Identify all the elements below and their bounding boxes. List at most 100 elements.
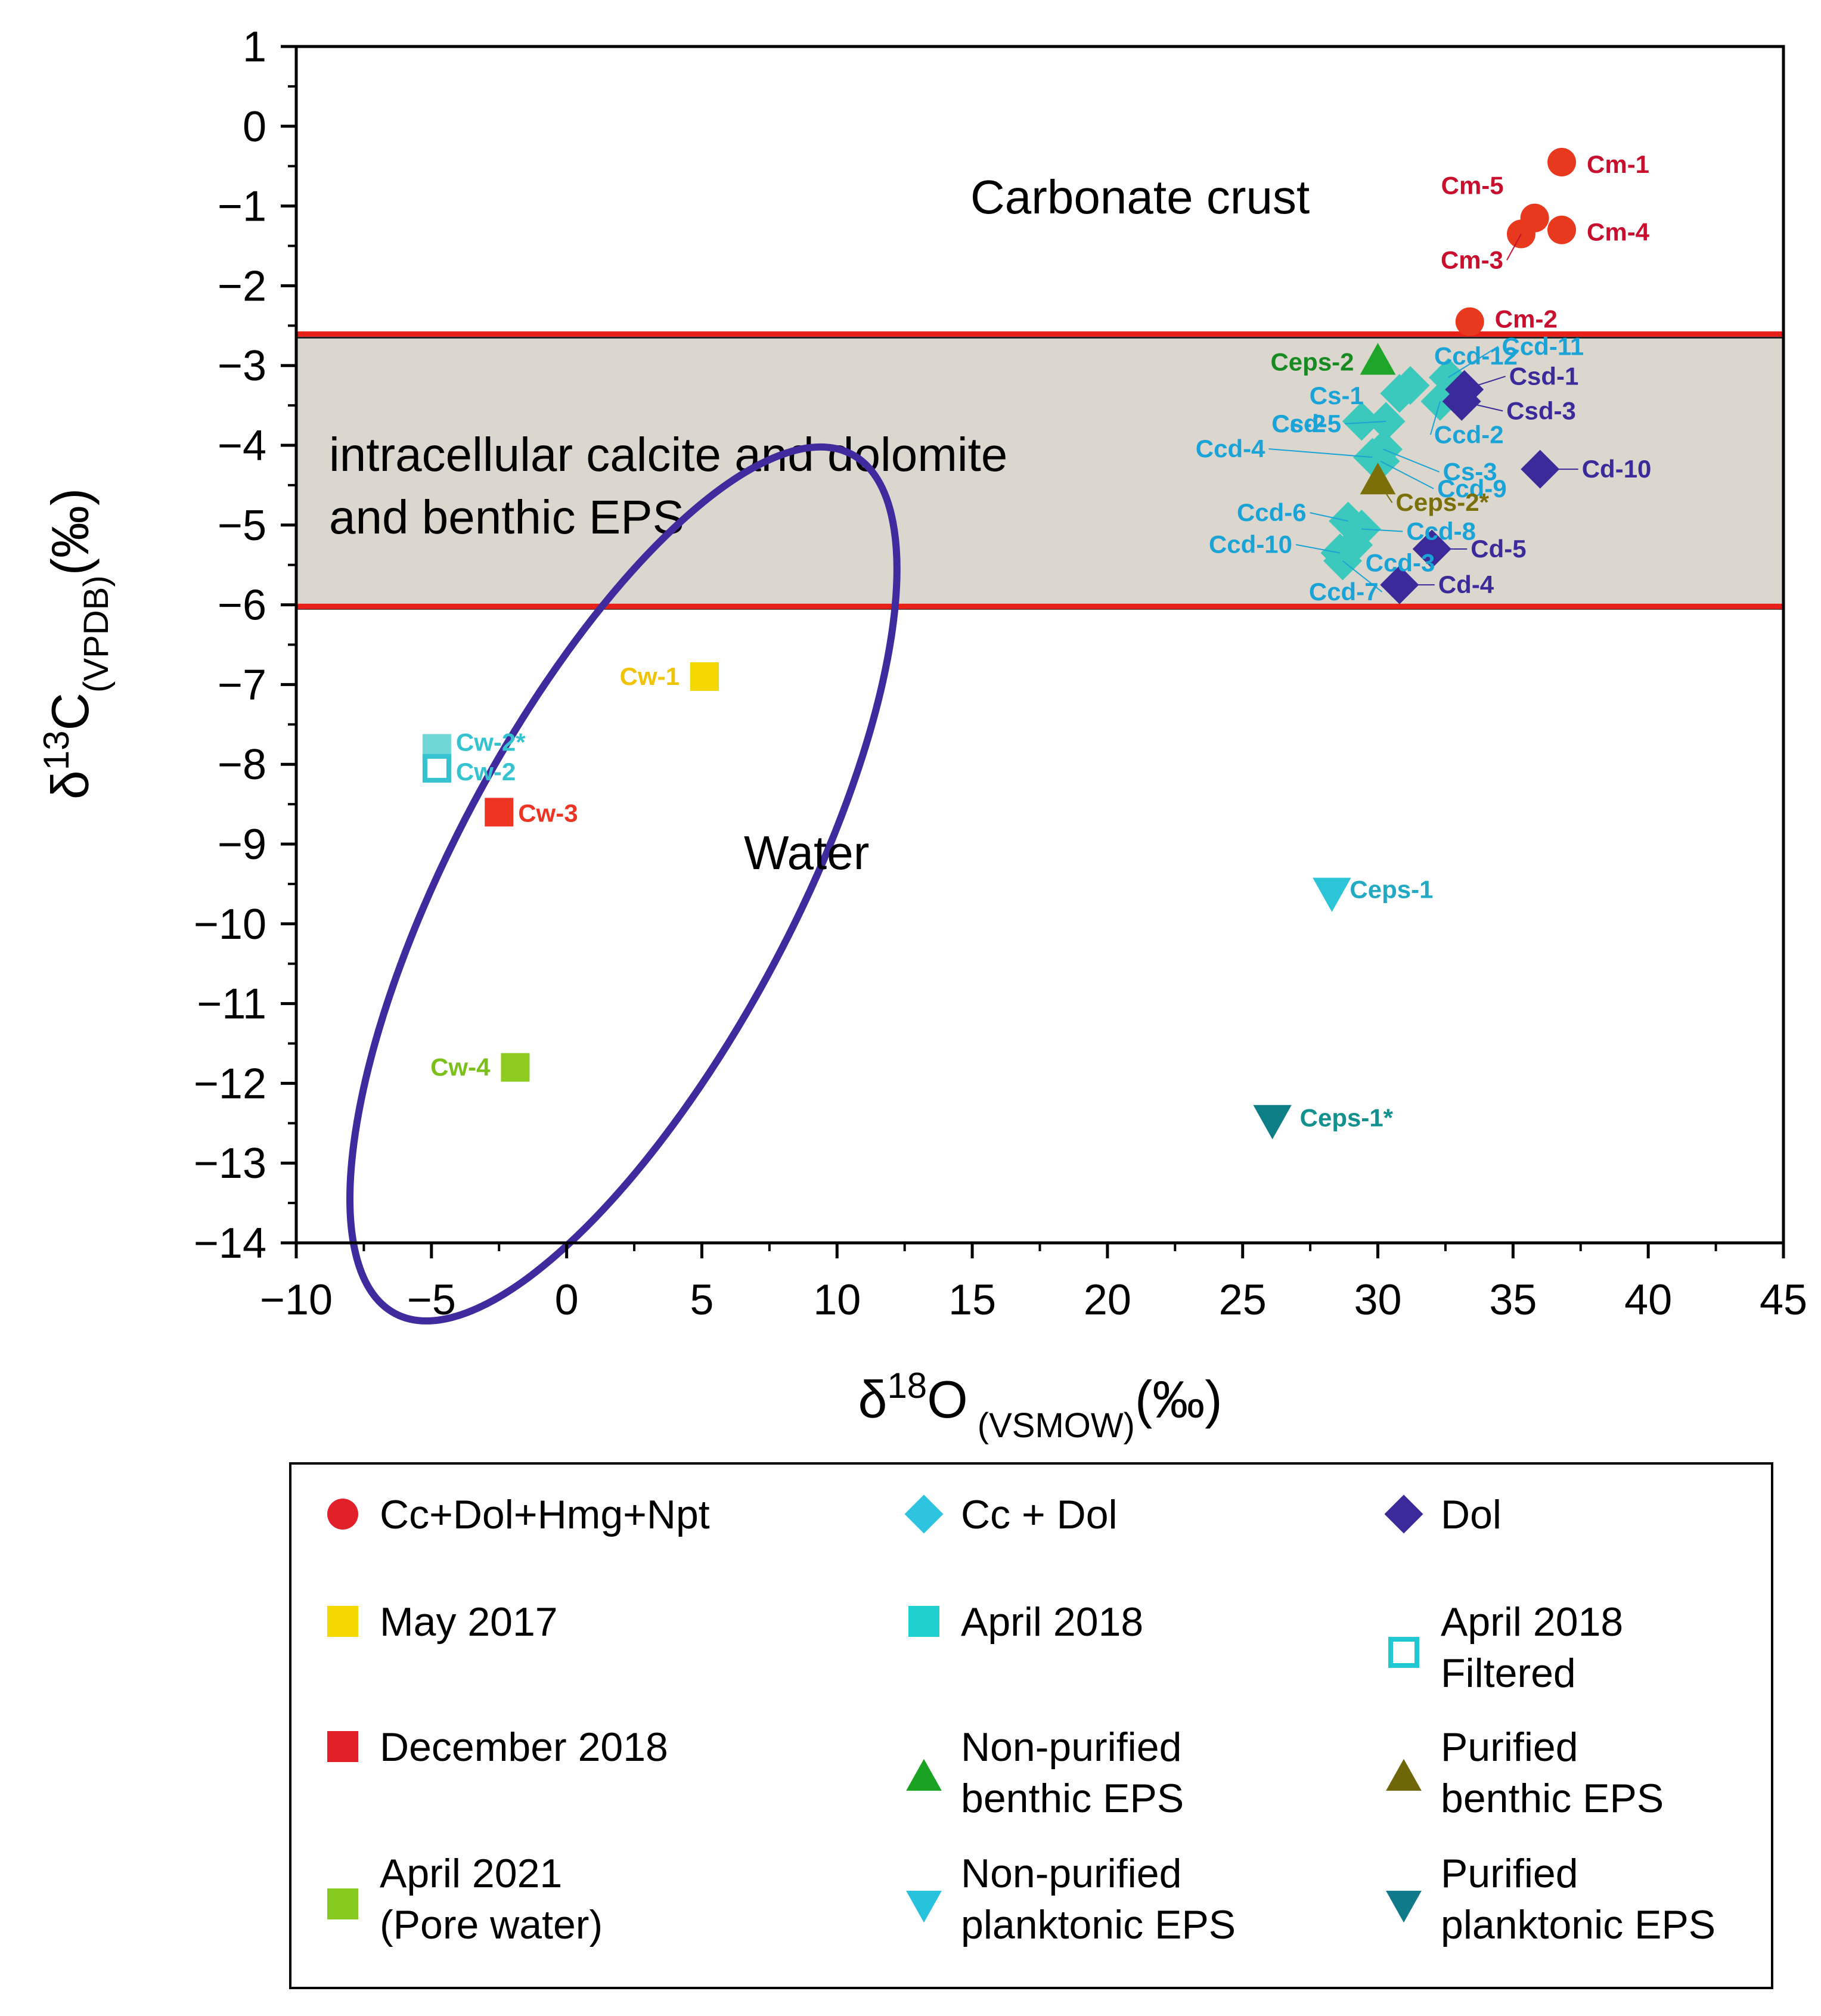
legend-label: April 2018: [961, 1599, 1143, 1645]
legend: Cc+Dol+Hmg+Npt Cc + Dol Dol May 2017 April 2…: [289, 1462, 1773, 1989]
triangle-up-point-ceps2: [1360, 463, 1396, 495]
y-tick-label: −2: [218, 262, 266, 310]
legend-entry-cc-dol: Cc + Dol: [904, 1492, 1118, 1537]
square-point-cw4: [501, 1053, 530, 1082]
point-label-cw2: Cw-2: [456, 758, 516, 786]
x-tick-label: 45: [1760, 1276, 1807, 1324]
circle-point-cm4: [1547, 215, 1577, 244]
legend-label: April 2021: [380, 1851, 562, 1896]
legend-entry-december-2018: December 2018: [327, 1725, 668, 1770]
legend-label: Cc + Dol: [961, 1492, 1118, 1537]
point-labels: Cm-1Cm-5Cm-4Cm-3Cm-2Ccd-12Ccd-11Cs-1Ccd-…: [430, 150, 1651, 1132]
x-tick-label: 15: [948, 1276, 996, 1324]
legend-marker: [908, 1606, 939, 1637]
legend-marker: [1384, 1494, 1423, 1534]
point-label-cm3: Cm-3: [1441, 246, 1503, 274]
y-tick-label: −3: [218, 342, 266, 390]
point-label-ccd5: Ccd-5: [1271, 410, 1341, 438]
triangle-up-point-ceps2: [1360, 343, 1396, 375]
legend-label: (Pore water): [380, 1902, 603, 1947]
y-tick-label: −10: [194, 901, 266, 948]
band-label-line1: intracellular calcite and dolomite: [329, 428, 1007, 481]
legend-marker: [906, 1758, 942, 1791]
point-label-ceps2: Ceps-2*: [1396, 488, 1490, 516]
leader-line: [1506, 233, 1522, 260]
leader-line: [1461, 401, 1503, 412]
x-tick-label: 35: [1489, 1276, 1537, 1324]
leader-line: [1268, 448, 1373, 458]
y-tick-label: −11: [197, 981, 266, 1028]
legend-label: Non-purified: [961, 1725, 1181, 1770]
point-label-csd3: Csd-3: [1506, 396, 1576, 424]
y-tick-label: −13: [194, 1140, 266, 1187]
x-tick-label: 0: [555, 1276, 579, 1324]
point-label-cm2: Cm-2: [1495, 305, 1558, 333]
legend-entry-purified-planktonic-eps: Purified planktonic EPS: [1386, 1851, 1715, 1947]
y-tick-label: 1: [243, 23, 266, 71]
point-label-cw2: Cw-2*: [456, 728, 526, 756]
x-tick-label: −5: [407, 1276, 456, 1324]
leader-line: [1429, 401, 1441, 435]
legend-entry-non-purified-planktonic-eps: Non-purified planktonic EPS: [906, 1851, 1236, 1947]
leader-line: [1377, 480, 1393, 503]
point-label-ccd11: Ccd-11: [1502, 332, 1584, 360]
legend-box: [289, 1462, 1773, 1989]
x-tick-label: 25: [1219, 1276, 1267, 1324]
legend-label: Purified: [1441, 1851, 1578, 1896]
x-tick-label: 30: [1354, 1276, 1401, 1324]
band-label-line2: and benthic EPS: [329, 491, 684, 544]
triangle-down-point-ceps1: [1313, 877, 1351, 912]
y-tick-label: −9: [218, 821, 266, 869]
y-tick-label: −1: [218, 183, 266, 231]
point-label-ccd2: Ccd-2: [1434, 420, 1504, 448]
x-axis-title: δ18O (VSMOW)(‰): [858, 1366, 1222, 1445]
leader-line: [1345, 420, 1386, 424]
legend-entry-may-2017: May 2017: [327, 1599, 558, 1645]
y-axis-title: δ13C(VPDB)(‰): [36, 488, 116, 799]
point-label-ccd10: Ccd-10: [1209, 531, 1292, 559]
x-tick-label: −10: [260, 1276, 333, 1324]
legend-label: Filtered: [1441, 1651, 1576, 1696]
point-label-cw1: Cw-1: [620, 662, 680, 690]
legend-entry-cc-dol-hmg-npt: Cc+Dol+Hmg+Npt: [327, 1492, 710, 1537]
legend-label: May 2017: [380, 1599, 558, 1645]
legend-label: benthic EPS: [1441, 1776, 1664, 1821]
legend-marker: [1386, 1890, 1422, 1923]
point-label-cs1: Cs-1: [1310, 382, 1364, 410]
point-label-ccd6: Ccd-6: [1237, 498, 1307, 526]
legend-marker: [327, 1499, 358, 1530]
data-points: [422, 148, 1577, 1140]
x-tick-label: 40: [1624, 1276, 1672, 1324]
leader-line: [1380, 460, 1434, 489]
legend-entry-purified-benthic-eps: Purified benthic EPS: [1386, 1725, 1664, 1821]
square-open-point-cw2: [422, 753, 451, 783]
legend-entry-april-2018: April 2018: [908, 1599, 1143, 1645]
triangle-down-point-ceps1: [1253, 1105, 1292, 1140]
legend-entry-april-2021-pore-water: April 2021 (Pore water): [327, 1851, 603, 1947]
point-label-ccd3: Ccd-3: [1366, 548, 1435, 576]
point-label-cm5: Cm-5: [1441, 172, 1504, 200]
leader-line: [1383, 448, 1440, 473]
point-label-ccd7: Ccd-7: [1309, 578, 1379, 606]
point-label-cm1: Cm-1: [1587, 150, 1649, 178]
point-label-csd1: Csd-1: [1509, 362, 1579, 390]
leader-line: [1464, 376, 1506, 390]
point-label-cs2: Cs-2: [1271, 410, 1326, 438]
legend-label: Purified: [1441, 1725, 1578, 1770]
legend-entry-dol: Dol: [1384, 1492, 1502, 1537]
point-label-cd10: Cd-10: [1582, 455, 1652, 483]
point-label-ccd4: Ccd-4: [1196, 435, 1265, 463]
point-label-ceps1: Ceps-1: [1350, 875, 1433, 903]
legend-label: benthic EPS: [961, 1776, 1184, 1821]
water-ellipse: [346, 443, 901, 1325]
y-tick-label: −7: [218, 661, 266, 709]
y-tick-label: −5: [218, 502, 266, 550]
y-tick-label: −8: [218, 741, 266, 789]
y-tick-label: −12: [194, 1060, 266, 1108]
legend-entry-april-2018-filtered: April 2018 Filtered: [1388, 1599, 1623, 1696]
legend-marker: [904, 1494, 944, 1534]
leader-line: [1447, 346, 1499, 379]
point-label-cm4: Cm-4: [1587, 218, 1650, 246]
legend-label: April 2018: [1441, 1599, 1623, 1645]
square-point-cw3: [485, 798, 514, 827]
